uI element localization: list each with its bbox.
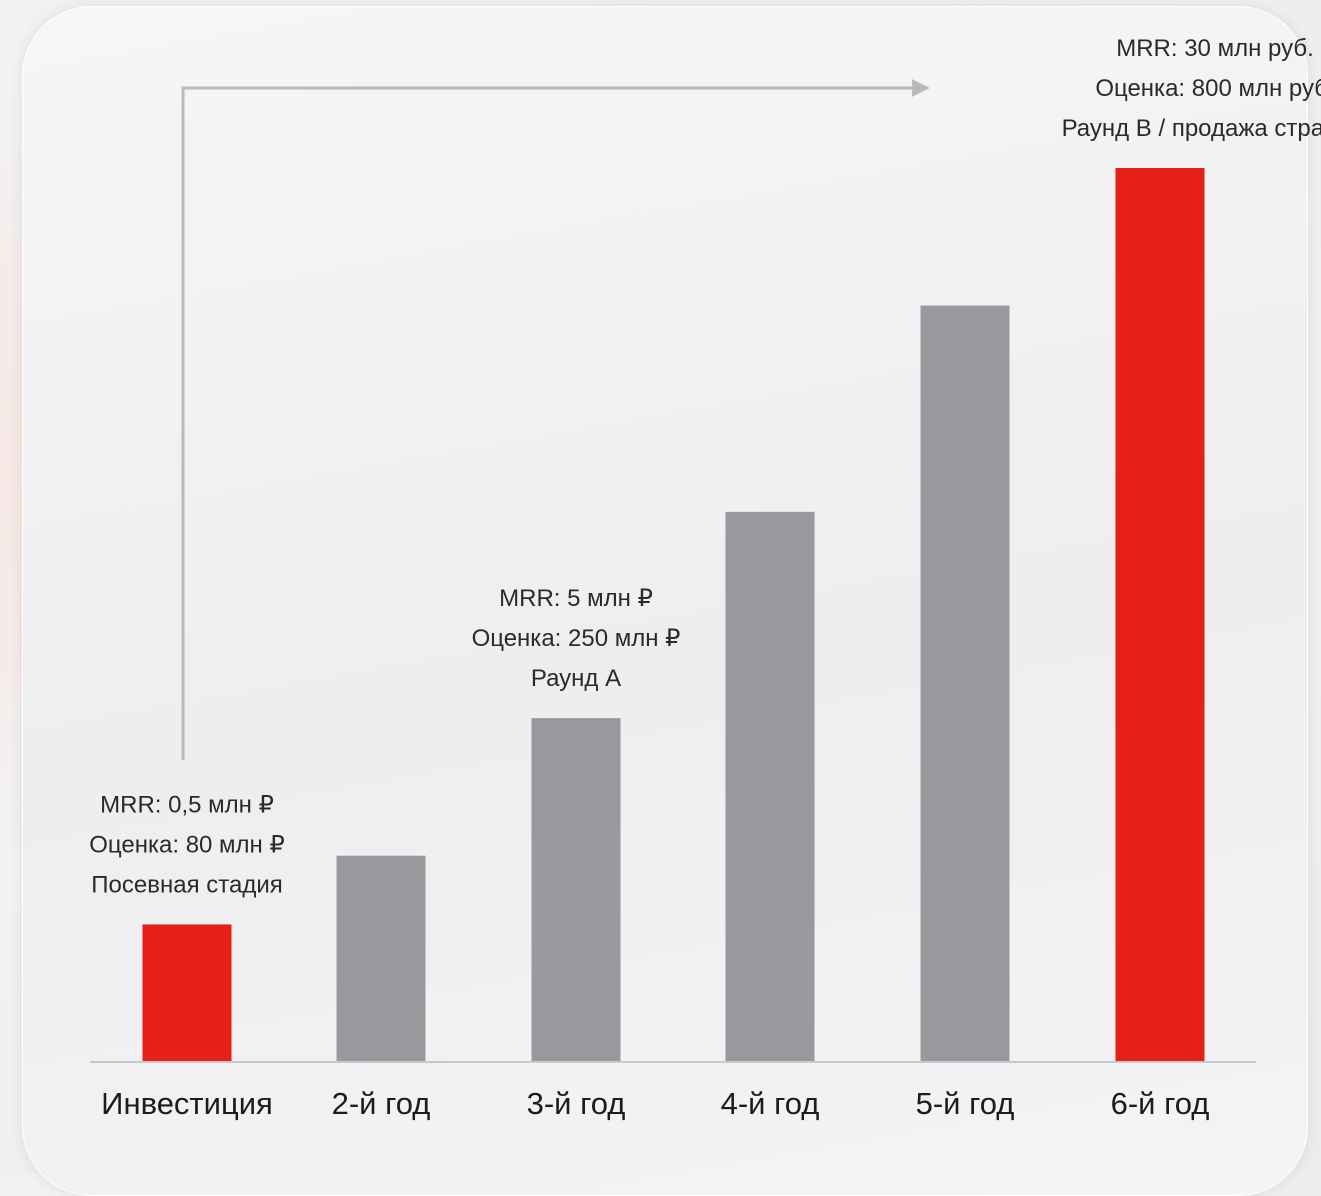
annotation-2-line-1: MRR: 5 млн ₽ [499, 585, 653, 612]
chart-card [22, 6, 1308, 1196]
annotation-1-line-1: MRR: 0,5 млн ₽ [100, 791, 274, 818]
x-tick-label-6: 6-й год [1111, 1086, 1210, 1121]
x-tick-label-2: 2-й год [332, 1086, 431, 1121]
annotation-1-line-2: Оценка: 80 млн ₽ [89, 831, 285, 858]
bar-1 [142, 924, 232, 1062]
bar-5 [920, 305, 1010, 1062]
annotation-3-line-2: Оценка: 800 млн руб. [1095, 75, 1321, 102]
x-axis-tick-labels: Инвестиция 2-й год 3-й год 4-й год 5-й год 6-… [101, 1086, 1209, 1121]
bar-6 [1115, 168, 1205, 1062]
bar-4 [725, 511, 815, 1062]
annotation-1-line-3: Посевная стадия [91, 871, 282, 898]
annotation-3-line-1: MRR: 30 млн руб. [1116, 35, 1314, 62]
bar-3 [531, 718, 621, 1062]
annotation-3-line-3: Раунд В / продажа стратегу [1062, 115, 1321, 142]
growth-arrow [181, 79, 930, 760]
annotation-2-line-3: Раунд А [531, 665, 621, 692]
x-tick-label-5: 5-й год [916, 1086, 1015, 1121]
annotations: MRR: 0,5 млн ₽ Оценка: 80 млн ₽ Посевная с… [89, 35, 1321, 898]
x-tick-label-4: 4-й год [721, 1086, 820, 1121]
x-tick-label-3: 3-й год [527, 1086, 626, 1121]
bars [142, 168, 1205, 1062]
annotation-2-line-2: Оценка: 250 млн ₽ [472, 625, 681, 652]
bar-2 [336, 855, 426, 1062]
x-tick-label-1: Инвестиция [101, 1086, 273, 1121]
